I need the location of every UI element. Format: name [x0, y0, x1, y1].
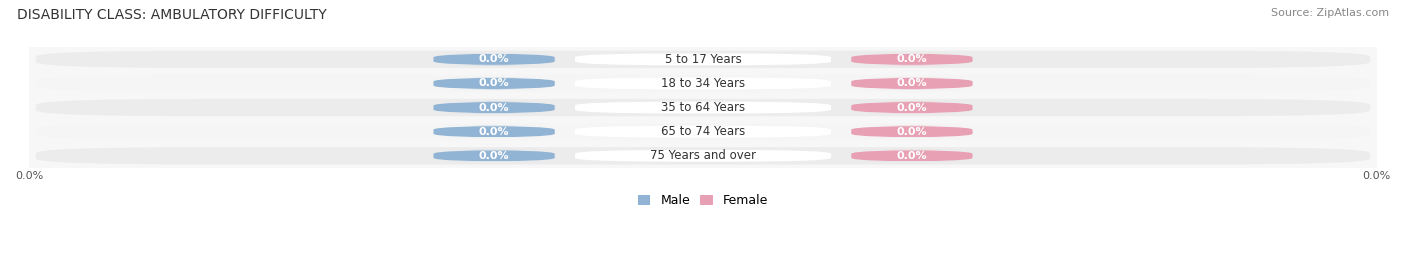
Text: 0.0%: 0.0% [897, 102, 927, 113]
FancyBboxPatch shape [575, 150, 831, 162]
Text: 0.0%: 0.0% [897, 127, 927, 137]
Text: 0.0%: 0.0% [479, 79, 509, 89]
FancyBboxPatch shape [433, 150, 555, 162]
FancyBboxPatch shape [851, 126, 973, 138]
FancyBboxPatch shape [433, 54, 555, 65]
Text: 0.0%: 0.0% [479, 127, 509, 137]
FancyBboxPatch shape [37, 51, 1369, 68]
FancyBboxPatch shape [37, 75, 1369, 92]
Text: 0.0%: 0.0% [479, 102, 509, 113]
FancyBboxPatch shape [851, 150, 973, 162]
Text: 0.0%: 0.0% [897, 79, 927, 89]
FancyBboxPatch shape [433, 126, 555, 138]
Text: 5 to 17 Years: 5 to 17 Years [665, 53, 741, 66]
FancyBboxPatch shape [851, 102, 973, 114]
Text: DISABILITY CLASS: AMBULATORY DIFFICULTY: DISABILITY CLASS: AMBULATORY DIFFICULTY [17, 8, 326, 22]
Text: 75 Years and over: 75 Years and over [650, 149, 756, 162]
Text: Source: ZipAtlas.com: Source: ZipAtlas.com [1271, 8, 1389, 18]
FancyBboxPatch shape [433, 77, 555, 89]
Text: 18 to 34 Years: 18 to 34 Years [661, 77, 745, 90]
FancyBboxPatch shape [851, 77, 973, 89]
FancyBboxPatch shape [575, 102, 831, 114]
FancyBboxPatch shape [37, 147, 1369, 165]
FancyBboxPatch shape [575, 54, 831, 65]
FancyBboxPatch shape [433, 102, 555, 114]
FancyBboxPatch shape [575, 126, 831, 138]
Legend: Male, Female: Male, Female [633, 189, 773, 212]
Text: 0.0%: 0.0% [479, 151, 509, 161]
Text: 0.0%: 0.0% [897, 151, 927, 161]
FancyBboxPatch shape [37, 123, 1369, 140]
Text: 0.0%: 0.0% [897, 54, 927, 64]
FancyBboxPatch shape [37, 99, 1369, 116]
FancyBboxPatch shape [851, 54, 973, 65]
FancyBboxPatch shape [575, 77, 831, 89]
Text: 35 to 64 Years: 35 to 64 Years [661, 101, 745, 114]
Text: 65 to 74 Years: 65 to 74 Years [661, 125, 745, 138]
Text: 0.0%: 0.0% [479, 54, 509, 64]
